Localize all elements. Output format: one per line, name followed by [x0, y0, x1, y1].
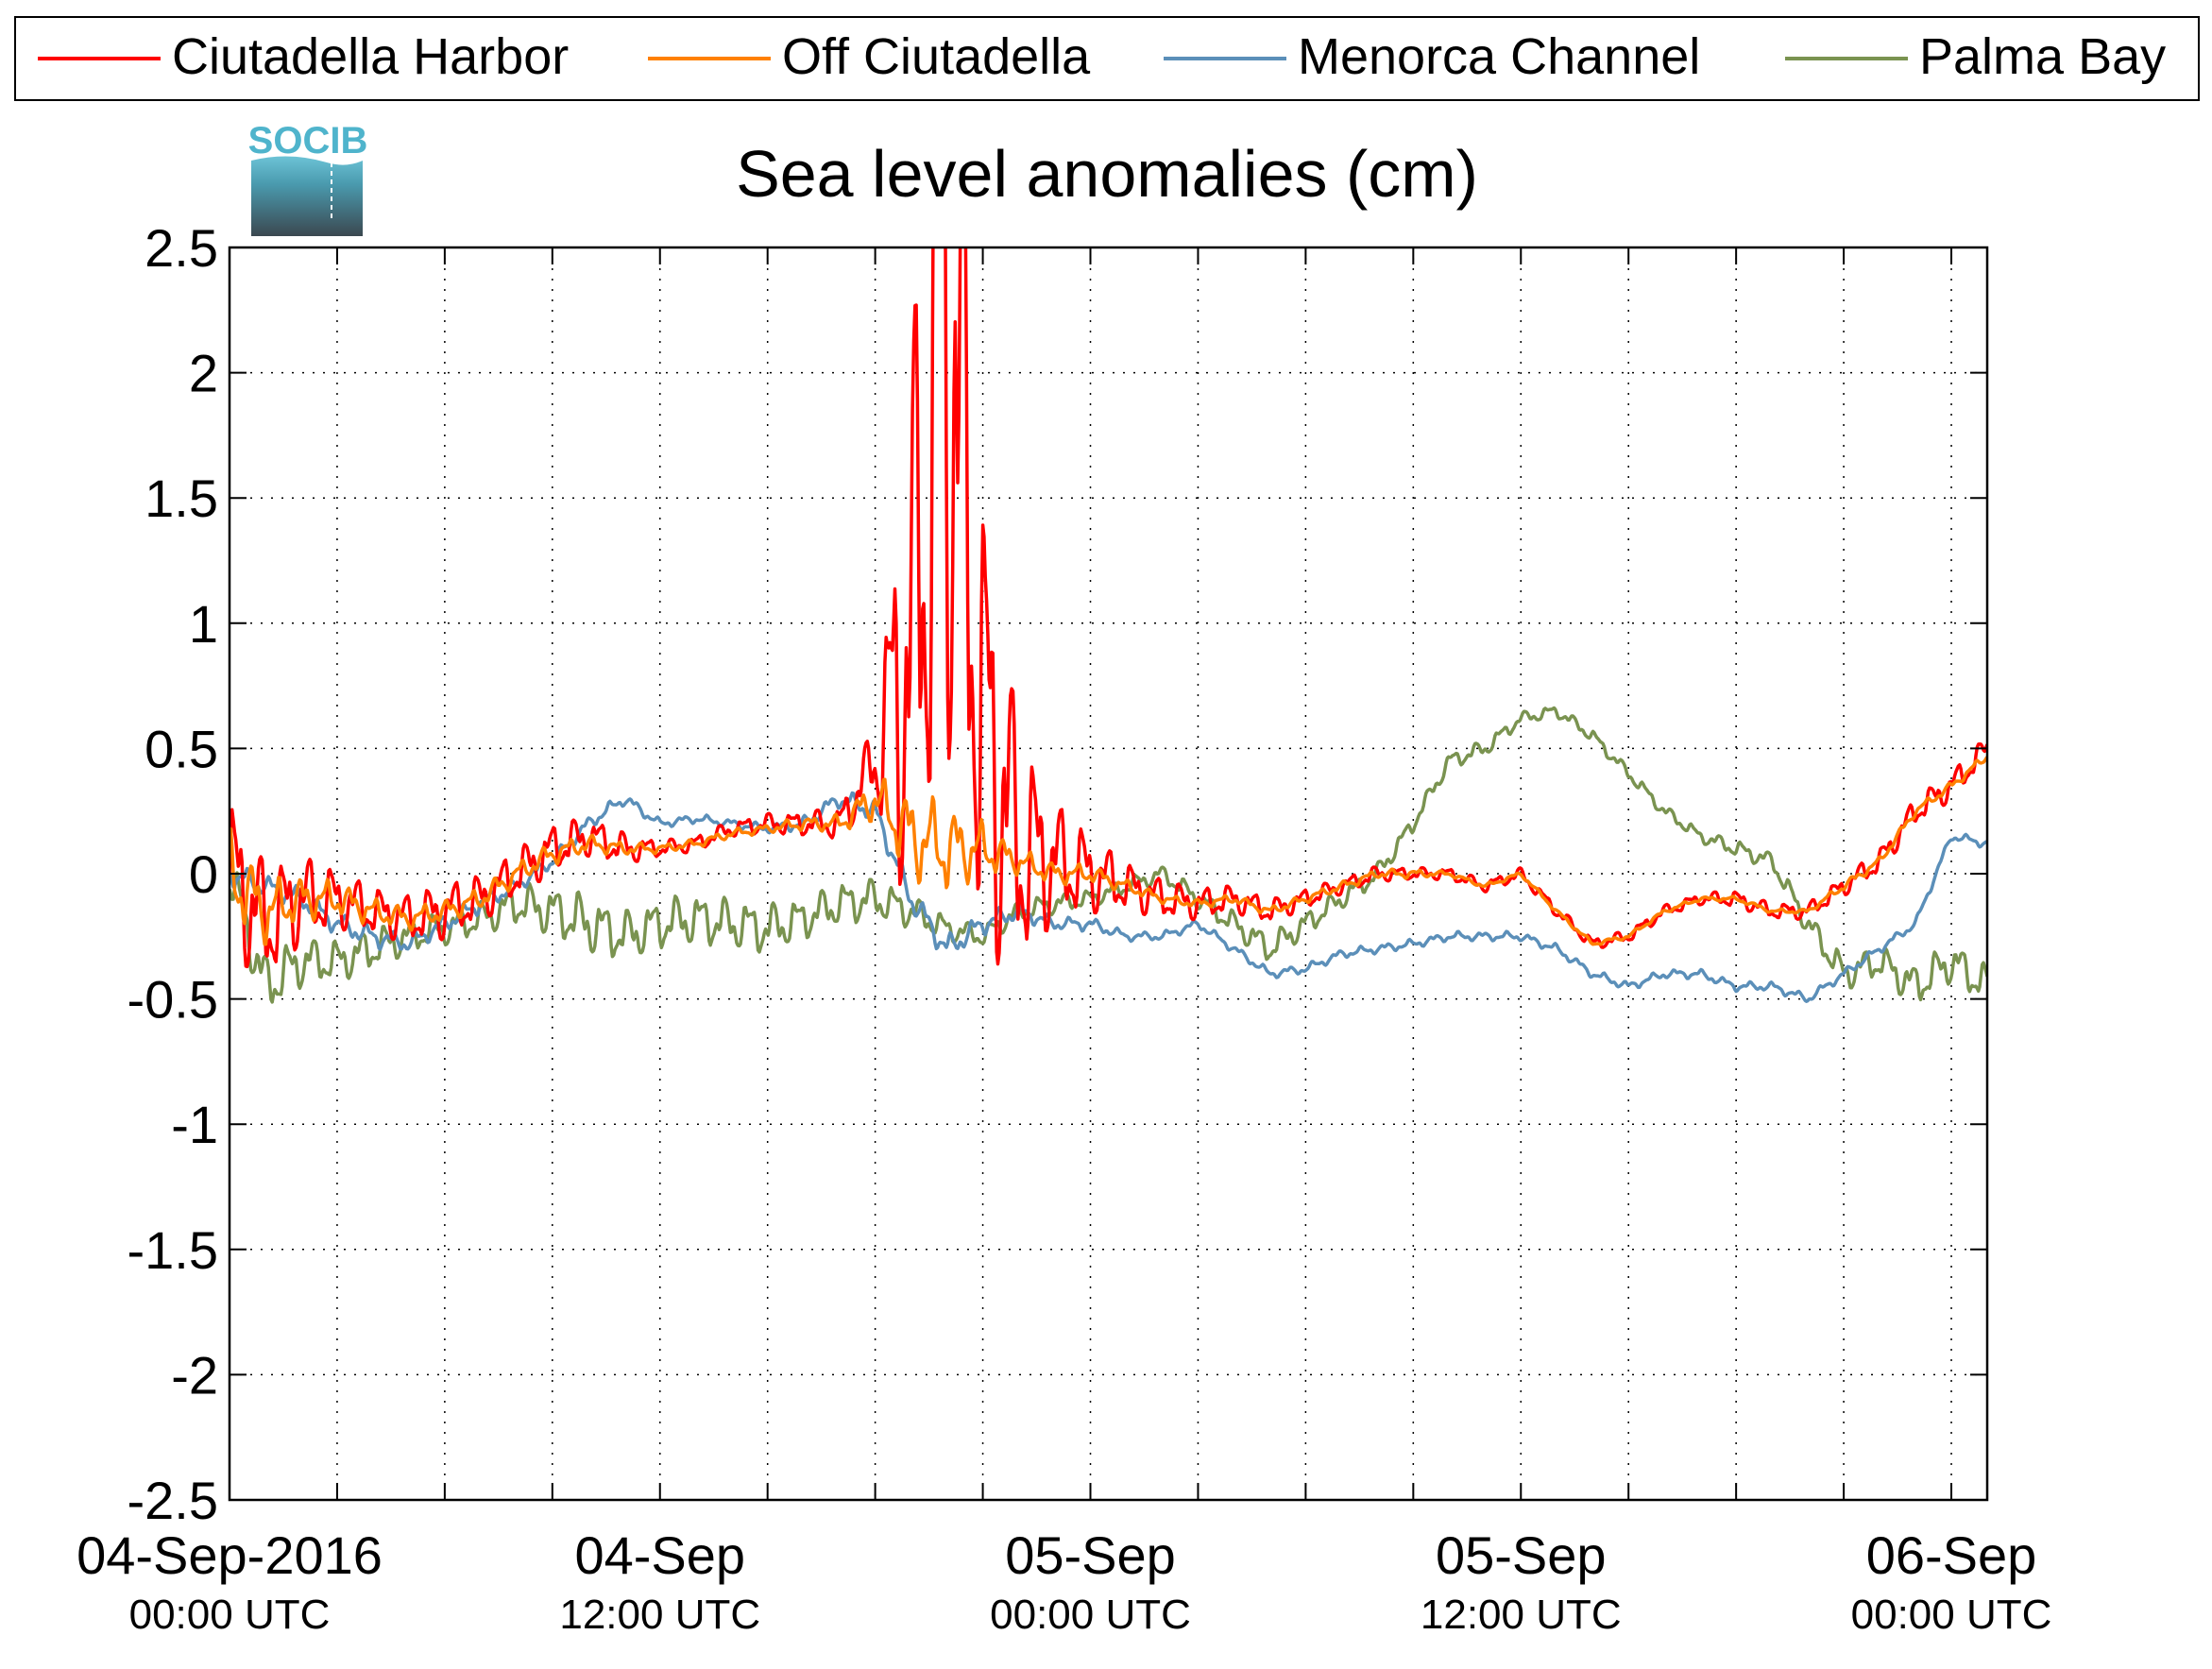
legend-label-1: Off Ciutadella	[782, 28, 1091, 85]
plot-area	[230, 247, 1987, 1500]
y-tick-label: -2.5	[128, 1471, 219, 1530]
y-tick-label: 2.5	[145, 218, 218, 278]
y-tick-label: -1	[171, 1095, 218, 1154]
legend-label-2: Menorca Channel	[1298, 28, 1700, 85]
legend-label-3: Palma Bay	[1919, 28, 2166, 85]
chart-title: Sea level anomalies (cm)	[736, 137, 1478, 211]
x-tick-label-time: 12:00 UTC	[559, 1592, 760, 1638]
x-tick-label-time: 00:00 UTC	[990, 1592, 1191, 1638]
y-tick-label: 0.5	[145, 719, 218, 778]
series-line-ciutadella-harbor	[230, 247, 1987, 969]
y-tick-label: -2	[171, 1345, 218, 1405]
legend-label-0: Ciutadella Harbor	[172, 28, 569, 85]
socib-logo: SOCIB	[248, 120, 368, 236]
x-tick-label-date: 06-Sep	[1866, 1525, 2037, 1585]
y-tick-label: -1.5	[128, 1220, 219, 1280]
y-axis-tick-labels: -2.5 -2 -1.5 -1 -0.5 0 0.5 1 1.5 2 2.5	[128, 218, 219, 1530]
x-tick-label-date: 04-Sep-2016	[77, 1525, 383, 1585]
logo-wave-icon	[251, 156, 363, 236]
x-tick-label-date: 05-Sep	[1436, 1525, 1607, 1585]
grid	[230, 247, 1987, 1500]
series-line-palma-bay	[230, 706, 1987, 1004]
y-tick-label: 0	[189, 844, 218, 904]
y-tick-label: 1	[189, 594, 218, 654]
axis-ticks	[229, 247, 1987, 1501]
y-tick-label: 2	[189, 344, 218, 403]
x-tick-label-time: 00:00 UTC	[1851, 1592, 2052, 1638]
y-tick-label: 1.5	[145, 468, 218, 528]
y-tick-label: -0.5	[128, 970, 219, 1030]
series-line-menorca-channel	[230, 791, 1987, 1003]
logo-text: SOCIB	[248, 120, 368, 162]
x-tick-label-time: 00:00 UTC	[129, 1592, 331, 1638]
series-line-off-ciutadella	[230, 756, 1987, 946]
series-group	[230, 247, 1987, 1004]
x-tick-label-date: 05-Sep	[1005, 1525, 1176, 1585]
x-tick-label-time: 12:00 UTC	[1421, 1592, 1622, 1638]
x-tick-label-date: 04-Sep	[574, 1525, 745, 1585]
x-axis-tick-labels: 04-Sep-2016 00:00 UTC 04-Sep 12:00 UTC 05-Se…	[77, 1525, 2051, 1638]
legend: Ciutadella Harbor Off Ciutadella Menorca C…	[14, 16, 2200, 101]
